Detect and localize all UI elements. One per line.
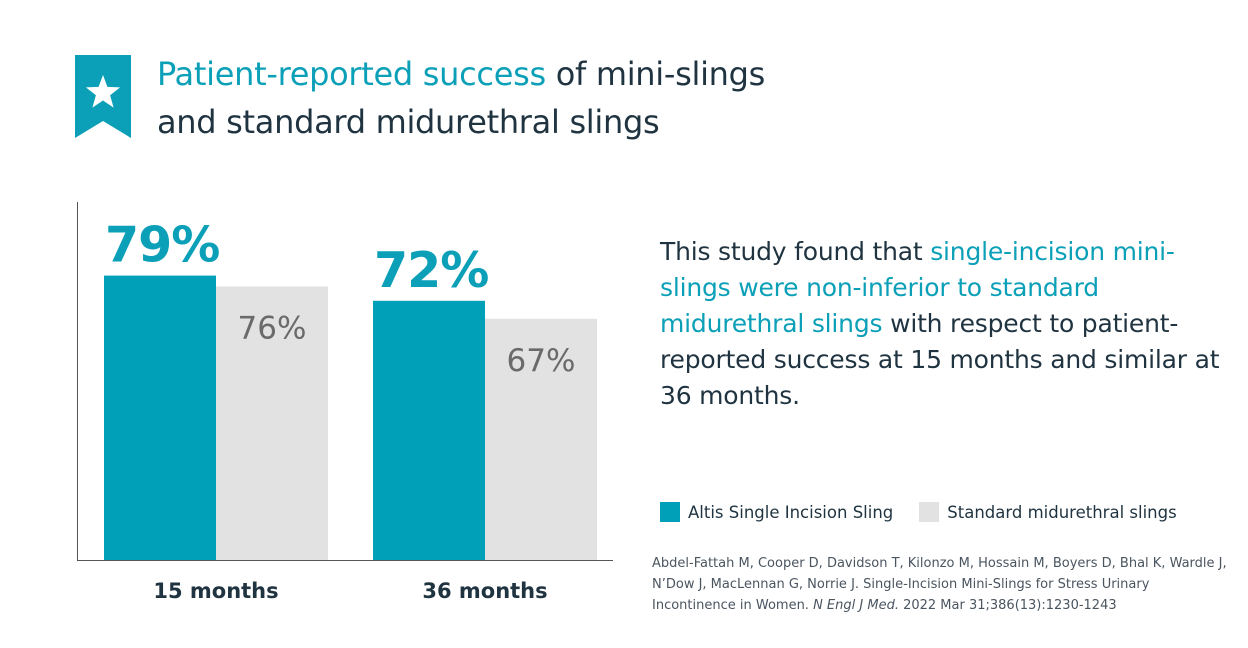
description: This study found that single-incision mi… xyxy=(660,234,1220,414)
legend-swatch-standard xyxy=(919,502,940,522)
data-label-standard-midurethral-slings-15-months: 76% xyxy=(238,310,307,346)
title-rest: of mini-slings xyxy=(545,55,766,93)
legend-swatch-altis xyxy=(660,502,680,522)
data-label-altis-single-incision-sling-15-months: 79% xyxy=(105,217,219,274)
title-highlight: Patient-reported success xyxy=(157,55,546,93)
citation-journal: N Engl J Med. xyxy=(813,598,899,613)
description-intro: This study found that xyxy=(660,237,931,266)
legend-item-altis: Altis Single Incision Sling xyxy=(660,502,893,522)
x-tick-label-36-months: 36 months xyxy=(422,579,547,603)
citation-details: 2022 Mar 31;386(13):1230-1243 xyxy=(898,598,1117,613)
description-rest: with respect to patient-reported success… xyxy=(660,309,1220,410)
bar-chart: 79% 76% 15 months 72% 67% 36 months xyxy=(77,202,613,603)
legend-label-altis: Altis Single Incision Sling xyxy=(688,502,894,522)
data-label-altis-single-incision-sling-36-months: 72% xyxy=(374,242,488,299)
bar-standard-midurethral-slings-36-months xyxy=(485,318,597,560)
legend-label-standard: Standard midurethral slings xyxy=(947,502,1177,522)
legend-item-standard: Standard midurethral slings xyxy=(919,502,1177,522)
star-ribbon-icon xyxy=(75,55,131,138)
bar-altis-single-incision-sling-15-months xyxy=(104,275,216,560)
chart-legend: Altis Single Incision Sling Standard mid… xyxy=(660,502,1203,522)
citation: Abdel-Fattah M, Cooper D, Davidson T, Ki… xyxy=(652,553,1232,616)
x-tick-label-15-months: 15 months xyxy=(153,579,278,603)
title-line-2: and standard midurethral slings xyxy=(157,103,660,141)
bar-standard-midurethral-slings-15-months xyxy=(216,286,328,560)
bar-altis-single-incision-sling-36-months xyxy=(373,300,485,560)
page-title: Patient-reported success of mini-slings … xyxy=(157,50,765,146)
citation-authors: Abdel-Fattah M, Cooper D, Davidson T, Ki… xyxy=(652,556,1227,613)
description-highlight: single-incision mini-slings were non-inf… xyxy=(660,237,1175,338)
data-label-standard-midurethral-slings-36-months: 67% xyxy=(507,343,576,379)
